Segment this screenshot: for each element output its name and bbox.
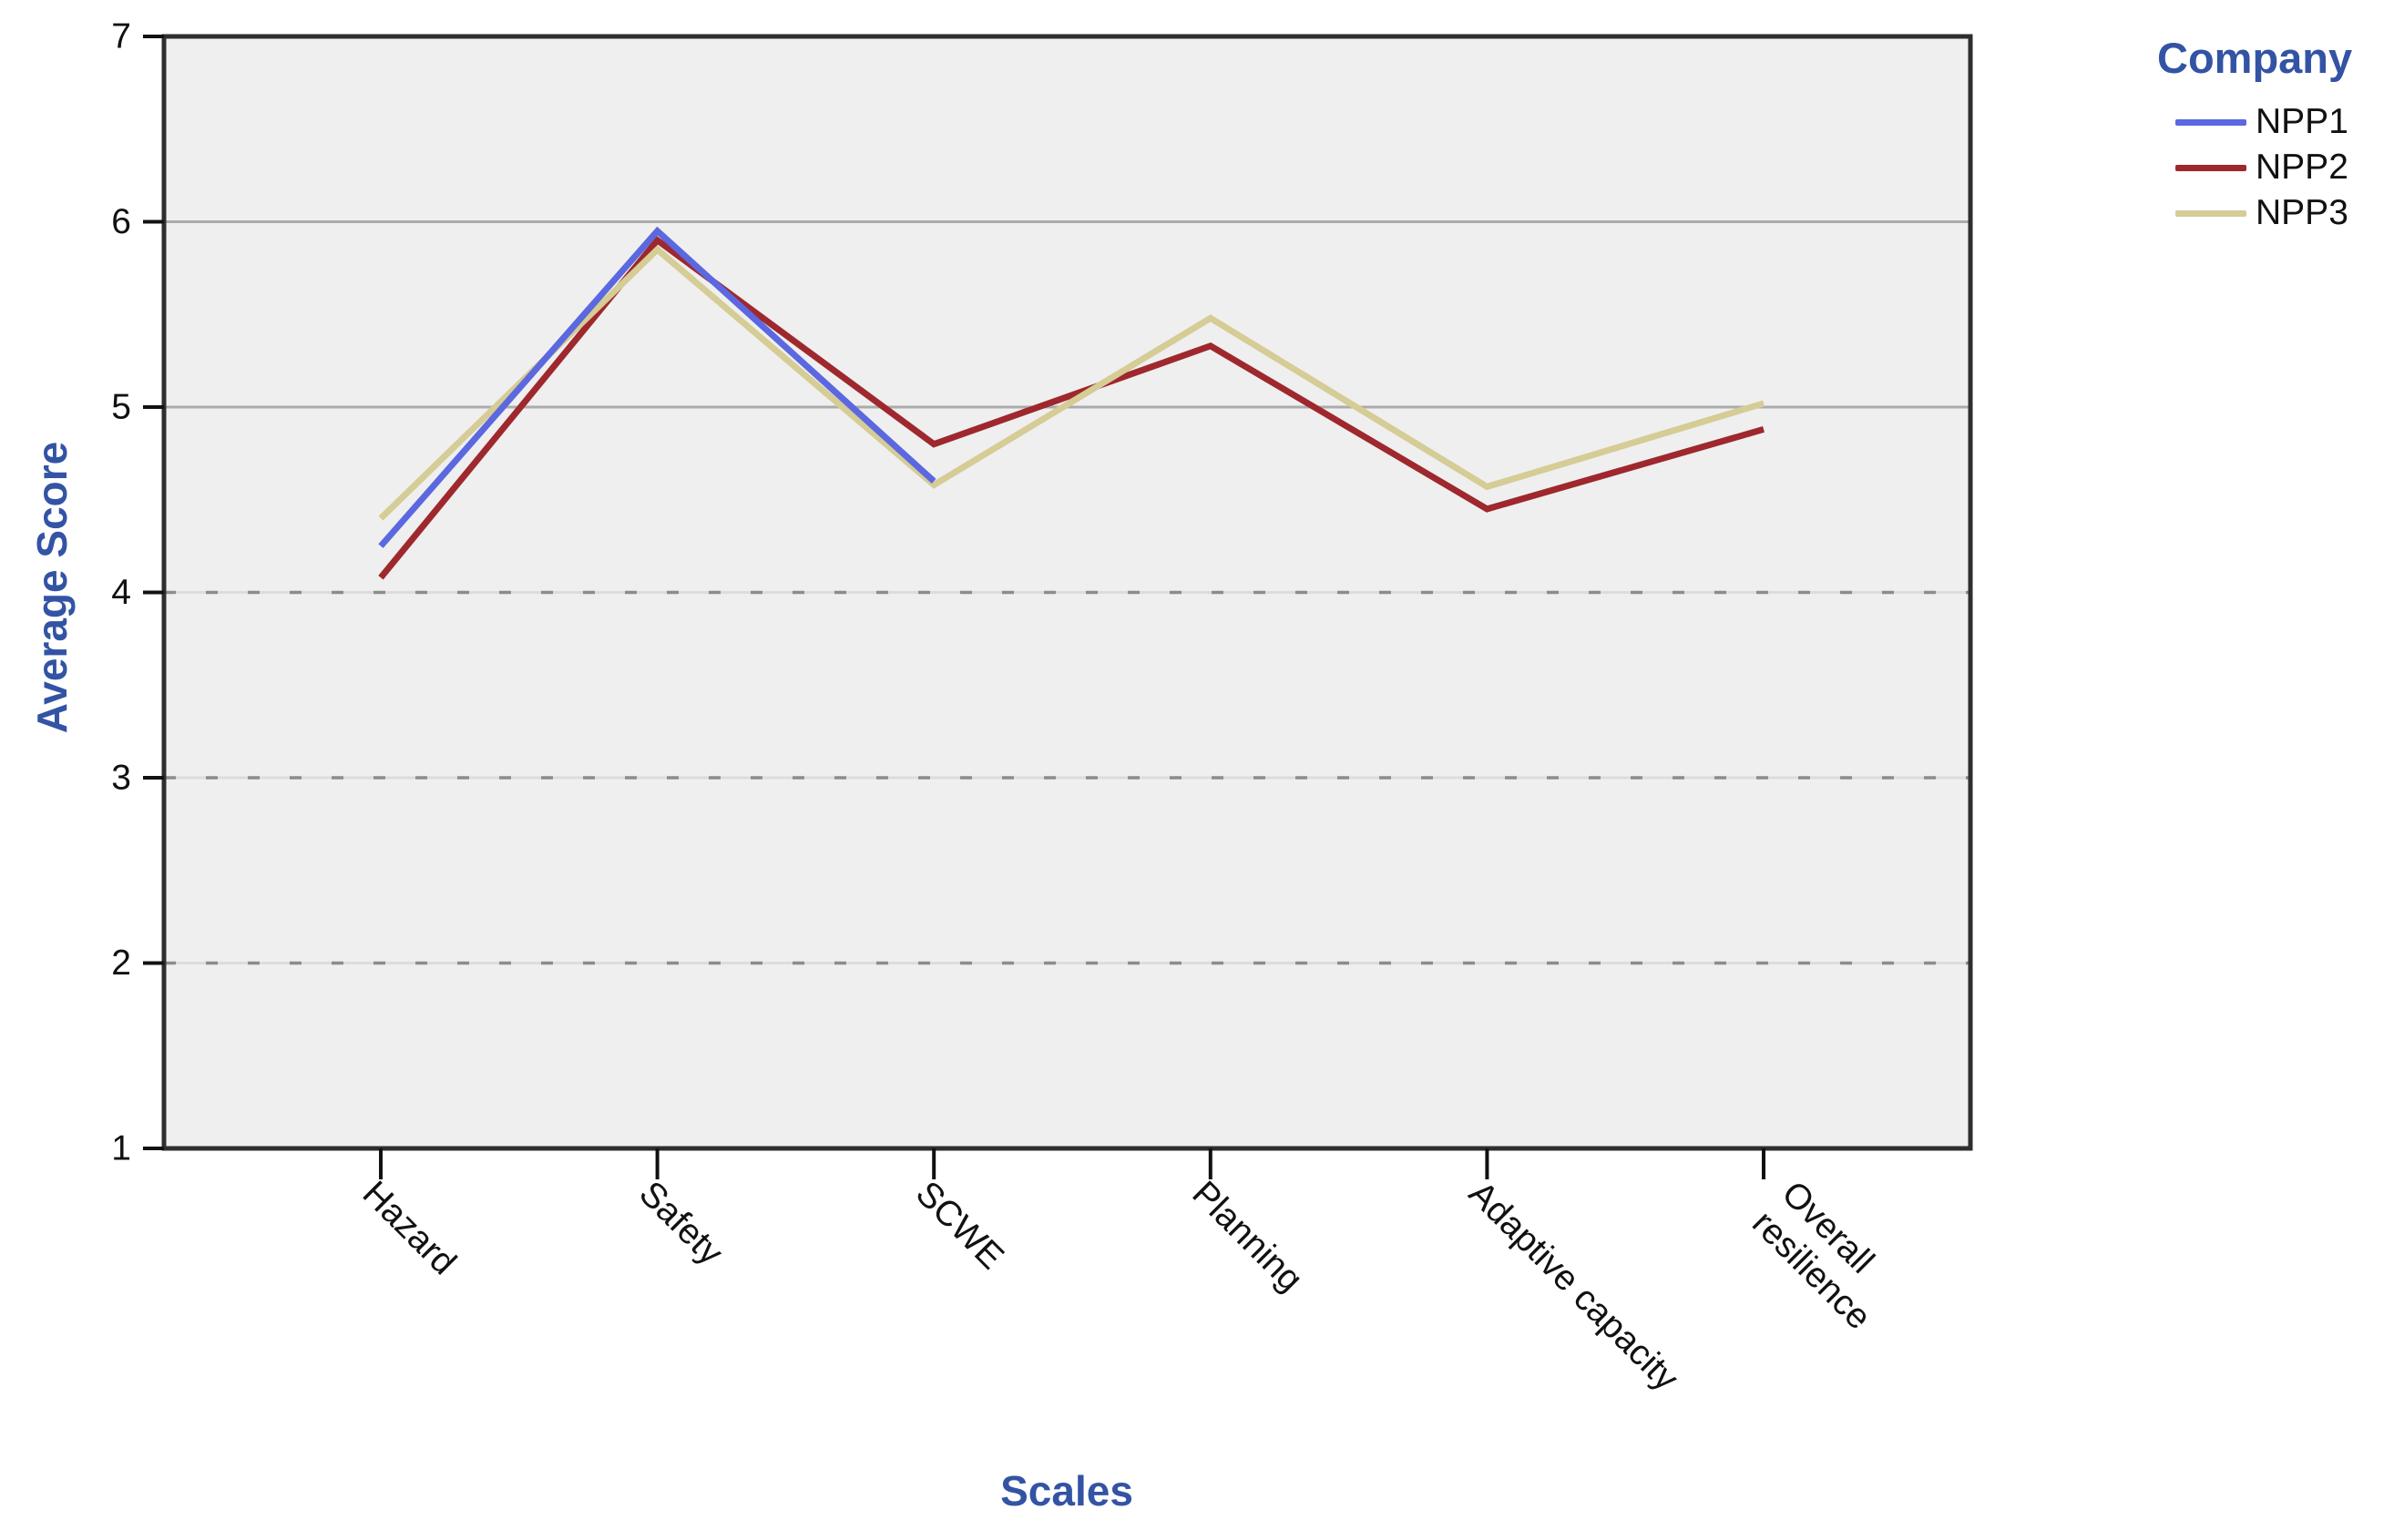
y-axis-tick-label-2: 2 <box>111 943 131 983</box>
legend-item-npp1: NPP1 <box>2157 99 2352 145</box>
x-axis-title: Scales <box>1000 1467 1133 1515</box>
legend-item-npp3: NPP3 <box>2157 190 2352 236</box>
legend-item-npp2: NPP2 <box>2157 145 2352 190</box>
legend-line-swatch-npp2 <box>2175 164 2246 171</box>
y-axis-tick-label-3: 3 <box>111 759 131 798</box>
legend-line-swatch-npp3 <box>2175 209 2246 217</box>
x-axis-category-label-0: Hazard <box>355 1174 464 1282</box>
x-axis-category-label-1: Safety <box>631 1174 731 1273</box>
series-line-npp3 <box>378 245 1765 521</box>
y-axis-tick-label-7: 7 <box>111 17 131 56</box>
x-axis-category-label-3: Planning <box>1184 1174 1310 1300</box>
y-axis-tick-label-1: 1 <box>111 1129 131 1168</box>
series-line-npp1 <box>378 226 936 548</box>
x-axis-category-label-2: SCWE <box>908 1174 1011 1277</box>
legend-label-npp1: NPP1 <box>2256 102 2348 141</box>
legend-line-swatch-npp1 <box>2175 118 2246 126</box>
legend-label-npp3: NPP3 <box>2256 193 2348 232</box>
legend: Company NPP1 NPP2 NPP3 <box>2157 33 2352 236</box>
y-axis-tick-label-6: 6 <box>111 202 131 241</box>
x-axis-category-label-4: Adaptive capacity <box>1461 1174 1686 1399</box>
y-axis-title: Average Score <box>28 441 76 734</box>
y-axis-tick-label-5: 5 <box>111 388 131 427</box>
y-axis-tick-label-4: 4 <box>111 573 131 612</box>
x-axis-category-label-5: Overallresilience <box>1744 1174 1908 1337</box>
legend-label-npp2: NPP2 <box>2256 148 2348 187</box>
legend-title: Company <box>2157 34 2353 82</box>
